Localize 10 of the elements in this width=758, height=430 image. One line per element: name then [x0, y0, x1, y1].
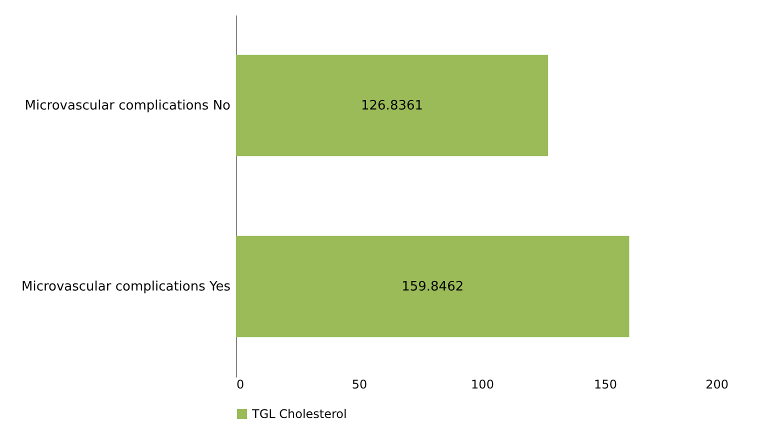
y-tick-label: Microvascular complications No	[24, 98, 231, 114]
data-label: 159.8462	[402, 280, 464, 294]
y-tick-label: Microvascular complications Yes	[21, 280, 231, 294]
x-tick-label: 0	[236, 378, 244, 392]
legend-label: TGL Cholesterol	[251, 407, 347, 421]
x-tick-label: 150	[594, 378, 617, 392]
data-label: 126.8361	[360, 98, 424, 114]
x-tick-label: 100	[471, 378, 494, 392]
x-tick-label: 50	[352, 378, 368, 392]
x-tick-label: 200	[706, 378, 728, 392]
